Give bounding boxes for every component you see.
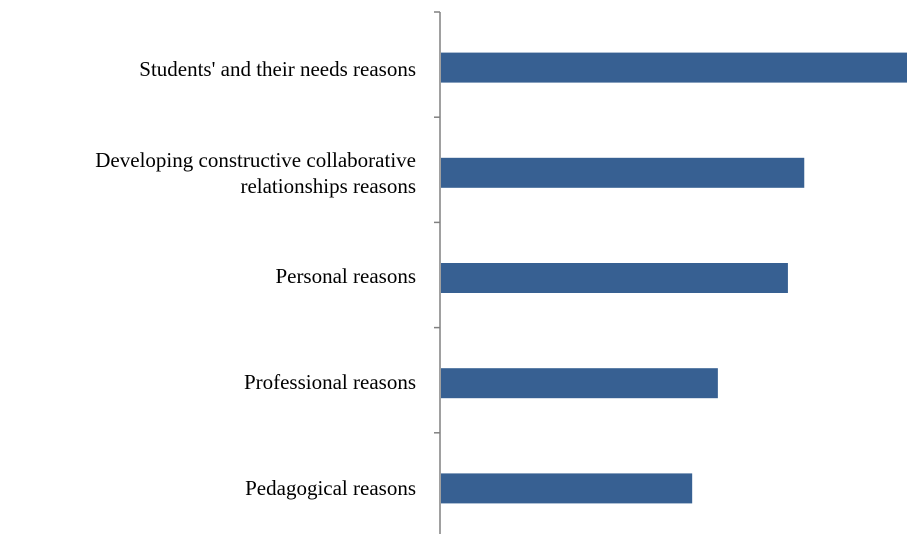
bar: [441, 368, 718, 399]
bar: [441, 157, 805, 188]
category-label: Developing constructive collaborative re…: [95, 148, 416, 198]
y-axis-ticks: [434, 11, 440, 539]
category-label: Professional reasons: [243, 370, 416, 394]
bar: [441, 263, 788, 293]
category-label: Personal reasons: [275, 264, 416, 288]
bar: [441, 473, 693, 504]
category-label: Pedagogical reasons: [245, 476, 416, 500]
bar: [441, 52, 907, 83]
bars-group: [441, 52, 907, 504]
category-label: Students' and their needs reasons: [139, 57, 416, 81]
